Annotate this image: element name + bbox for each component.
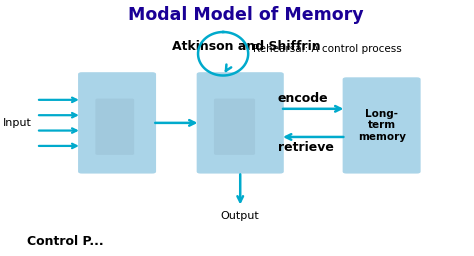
Text: Output: Output bbox=[221, 211, 260, 221]
Text: Atkinson and Shiffrin: Atkinson and Shiffrin bbox=[172, 40, 320, 53]
Text: encode: encode bbox=[278, 92, 328, 105]
Text: Input: Input bbox=[3, 118, 32, 128]
Text: retrieve: retrieve bbox=[278, 141, 334, 154]
FancyBboxPatch shape bbox=[343, 77, 420, 174]
FancyBboxPatch shape bbox=[197, 72, 284, 174]
FancyBboxPatch shape bbox=[78, 72, 156, 174]
FancyBboxPatch shape bbox=[95, 99, 134, 155]
Text: Rehearsal: A control process: Rehearsal: A control process bbox=[253, 44, 401, 54]
FancyBboxPatch shape bbox=[214, 99, 255, 155]
Text: Control P...: Control P... bbox=[27, 235, 104, 248]
Text: Modal Model of Memory: Modal Model of Memory bbox=[128, 6, 364, 24]
Text: Long-
term
memory: Long- term memory bbox=[357, 109, 406, 142]
